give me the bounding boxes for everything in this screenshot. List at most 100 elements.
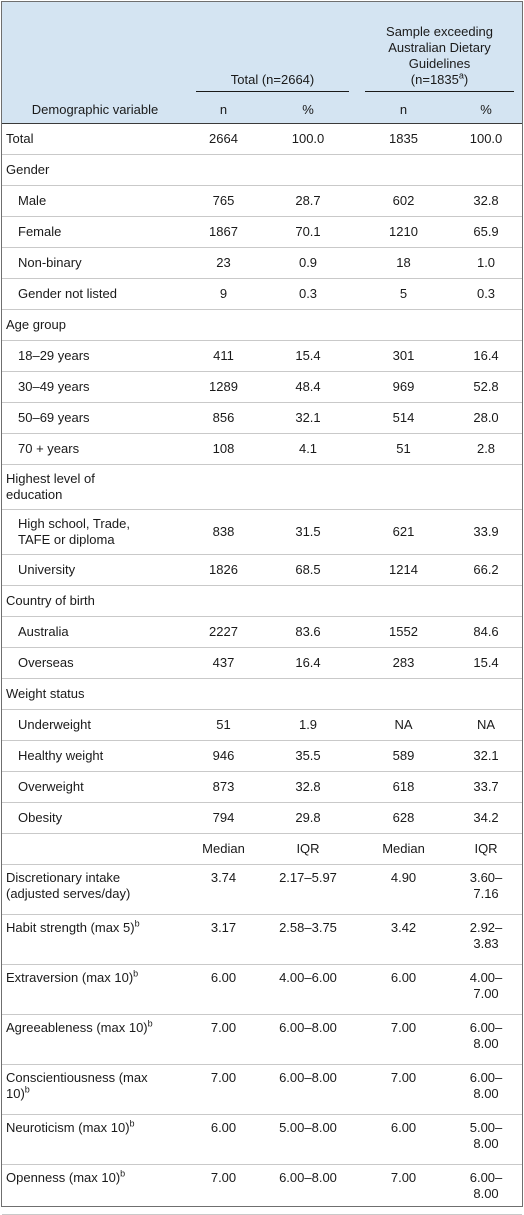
table-row: Male 765 28.7 602 32.8 <box>2 185 523 217</box>
table-cell: 2.92– 3.83 <box>450 914 523 965</box>
table-cell: 6.00–8.00 <box>259 1014 358 1065</box>
table-cell: 18 <box>357 247 451 279</box>
table-cell: 7.00 <box>357 1064 451 1115</box>
table-row: 30–49 years 1289 48.4 969 52.8 <box>2 371 523 403</box>
table-cell: 602 <box>357 185 451 217</box>
table-row: Total 2664 100.0 1835 100.0 <box>2 123 523 155</box>
table-cell: Age group <box>2 309 188 341</box>
table-cell: 301 <box>357 340 451 372</box>
table-cell: Highest level of education <box>2 464 188 510</box>
table-row: Healthy weight 946 35.5 589 32.1 <box>2 740 523 772</box>
header-total-group: Total (n=2664) <box>188 2 358 96</box>
table-cell: 32.1 <box>450 740 523 772</box>
table-cell <box>188 464 259 510</box>
table-cell: 6.00–8.00 <box>450 1164 523 1215</box>
table-cell: 6.00–8.00 <box>450 1064 523 1115</box>
table-cell: 0.9 <box>259 247 358 279</box>
table-cell: Gender not listed <box>2 278 188 310</box>
header-row-columns: Demographic variable n % n % <box>2 96 523 124</box>
table-cell: NA <box>450 709 523 741</box>
table-cell: 1867 <box>188 216 259 248</box>
table-row: Gender not listed 9 0.3 5 0.3 <box>2 278 523 310</box>
table-cell: 32.8 <box>450 185 523 217</box>
table-cell: 2.17–5.97 <box>259 864 358 915</box>
table-cell: IQR <box>259 833 358 865</box>
table-cell: IQR <box>450 833 523 865</box>
table-cell: 23 <box>188 247 259 279</box>
table-cell <box>357 464 451 510</box>
table-cell <box>450 309 523 341</box>
header-sample-pct: % <box>450 96 523 124</box>
table-cell: 18–29 years <box>2 340 188 372</box>
table-cell: 514 <box>357 402 451 434</box>
table-cell: 4.1 <box>259 433 358 465</box>
table-cell: 1210 <box>357 216 451 248</box>
table-cell: 6.00–8.00 <box>450 1014 523 1065</box>
table-row-section: Gender <box>2 154 523 186</box>
table-cell: 6.00–8.00 <box>259 1064 358 1115</box>
table-cell: 2664 <box>188 123 259 155</box>
table-cell <box>259 678 358 710</box>
table-cell: 4.90 <box>357 864 451 915</box>
table-cell: Extraversion (max 10)b <box>2 964 188 1015</box>
table-cell: 969 <box>357 371 451 403</box>
table-row: University 1826 68.5 1214 66.2 <box>2 554 523 586</box>
table-cell <box>188 678 259 710</box>
table-cell: Weight status <box>2 678 188 710</box>
table-row: Non-binary 23 0.9 18 1.0 <box>2 247 523 279</box>
table-cell: University <box>2 554 188 586</box>
table-cell <box>259 309 358 341</box>
table-cell: 7.00 <box>357 1014 451 1065</box>
table-cell: Overseas <box>2 647 188 679</box>
table-cell: 628 <box>357 802 451 834</box>
table-cell: Discretionary intake (adjusted serves/day… <box>2 864 188 915</box>
table-cell: 1.0 <box>450 247 523 279</box>
table-cell: 621 <box>357 509 451 555</box>
header-total-pct: % <box>259 96 358 124</box>
table-cell: 3.42 <box>357 914 451 965</box>
table-cell <box>259 154 358 186</box>
table-cell: 7.00 <box>188 1014 259 1065</box>
header-row-groups: Total (n=2664) Sample exceeding Australia… <box>2 2 523 96</box>
table-cell <box>450 464 523 510</box>
table-cell: Non-binary <box>2 247 188 279</box>
table-cell: 6.00 <box>188 1114 259 1165</box>
table-cell: 48.4 <box>259 371 358 403</box>
table-cell: 100.0 <box>259 123 358 155</box>
table-row: Habit strength (max 5)b 3.17 2.58–3.75 3.42… <box>2 914 523 965</box>
table-cell <box>259 464 358 510</box>
table-row: High school, Trade, TAFE or diploma 838 31.… <box>2 509 523 555</box>
table-cell: Gender <box>2 154 188 186</box>
table-row: Overseas 437 16.4 283 15.4 <box>2 647 523 679</box>
table-cell: 15.4 <box>450 647 523 679</box>
table-cell: 84.6 <box>450 616 523 648</box>
table-cell: Female <box>2 216 188 248</box>
header-empty <box>2 2 188 96</box>
table-cell: 35.5 <box>259 740 358 772</box>
table-cell: 31.5 <box>259 509 358 555</box>
table-row: Openness (max 10)b 7.00 6.00–8.00 7.00 6.00–… <box>2 1164 523 1215</box>
table-cell <box>188 585 259 617</box>
table-cell: Total <box>2 123 188 155</box>
table-cell: 7.00 <box>188 1064 259 1115</box>
table-cell: 51 <box>357 433 451 465</box>
table-cell: Obesity <box>2 802 188 834</box>
table-cell: 5.00–8.00 <box>450 1114 523 1165</box>
table-cell: Conscientiousness (max 10)b <box>2 1064 188 1115</box>
table-cell: Male <box>2 185 188 217</box>
table-cell: 6.00 <box>357 964 451 1015</box>
table-cell: 618 <box>357 771 451 803</box>
table-cell: 838 <box>188 509 259 555</box>
table-row: Obesity 794 29.8 628 34.2 <box>2 802 523 834</box>
table-row-section: Highest level of education <box>2 464 523 510</box>
table-cell: 65.9 <box>450 216 523 248</box>
table-cell: 68.5 <box>259 554 358 586</box>
table-cell: 70 + years <box>2 433 188 465</box>
table-cell: 16.4 <box>259 647 358 679</box>
table-cell: 411 <box>188 340 259 372</box>
table-cell: 1835 <box>357 123 451 155</box>
header-demographic-variable: Demographic variable <box>2 96 188 124</box>
table-cell: 1826 <box>188 554 259 586</box>
table-cell: 437 <box>188 647 259 679</box>
